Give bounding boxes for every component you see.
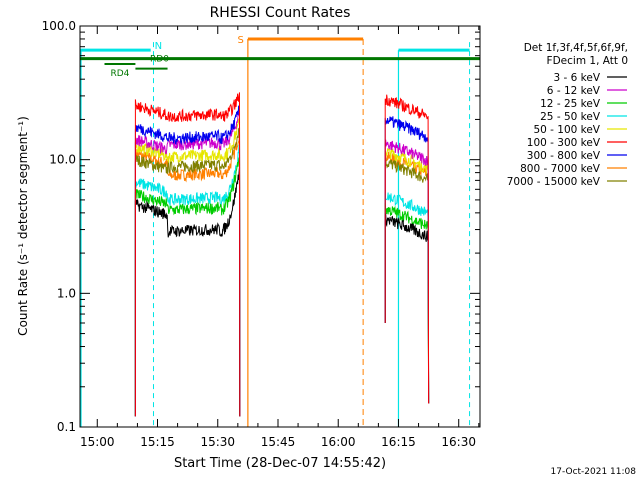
x-tick-label: 15:15 <box>140 435 175 449</box>
series-segment-2 <box>384 150 430 404</box>
series-segment-2 <box>384 213 430 404</box>
legend-entry-label: 7000 - 15000 keV <box>507 176 601 188</box>
legend: Det 1f,3f,4f,5f,6f,9f,FDecim 1, Att 0 3 -… <box>507 42 628 188</box>
x-tick-label: 15:45 <box>261 435 296 449</box>
y-tick-label: 10.0 <box>49 153 76 167</box>
legend-entry-label: 12 - 25 keV <box>540 98 601 110</box>
y-axis-label: Count Rate (s⁻¹ detector segment⁻¹) <box>16 116 30 336</box>
rd0-label: RD0 <box>150 55 169 65</box>
series-6-12-keV-line <box>134 109 430 417</box>
series-segment-2 <box>384 192 430 404</box>
series-3-6-keV-line <box>134 166 430 417</box>
series-300-800-keV-line <box>134 105 430 417</box>
series-segment-2 <box>384 158 430 404</box>
legend-header-line: Det 1f,3f,4f,5f,6f,9f, <box>524 42 628 54</box>
series-segment-1 <box>134 143 241 417</box>
x-tick-label: 16:00 <box>321 435 356 449</box>
x-tick-label: 16:15 <box>381 435 416 449</box>
series-segment-2 <box>384 116 430 404</box>
series-segment-2 <box>384 139 430 404</box>
night-label: N <box>155 41 162 52</box>
saa-label: S <box>238 35 244 46</box>
rd4-label: RD4 <box>110 69 129 79</box>
plot-layer: N S RD0 RD4 <box>80 35 480 427</box>
legend-entry-label: 3 - 6 keV <box>553 72 600 84</box>
series-segment-2 <box>384 147 430 404</box>
series-segment-1 <box>134 157 241 417</box>
legend-entry-label: 300 - 800 keV <box>527 150 601 162</box>
series-segment-1 <box>134 92 241 417</box>
series-12-25-keV-line <box>134 157 430 417</box>
chart-title: RHESSI Count Rates <box>210 5 351 21</box>
legend-entry-label: 6 - 12 keV <box>547 85 601 97</box>
x-tick-label: 15:30 <box>200 435 235 449</box>
legend-entry-label: 50 - 100 keV <box>533 124 600 136</box>
x-axis-label: Start Time (28-Dec-07 14:55:42) <box>174 456 386 471</box>
legend-entry-label: 100 - 300 keV <box>527 137 601 149</box>
axis-layer: 0.1 1.0 10.0 100.0 15:00 15:15 15:30 15:45 16:00… <box>42 19 480 449</box>
x-tick-label: 16:30 <box>441 435 476 449</box>
series-7000-15000-keV-line <box>134 127 430 417</box>
series-segment-1 <box>134 105 241 417</box>
x-tick-label: 15:00 <box>80 435 115 449</box>
y-tick-label: 1.0 <box>57 286 76 300</box>
legend-entry-label: 800 - 7000 keV <box>520 163 601 175</box>
y-tick-label: 0.1 <box>57 420 76 434</box>
legend-header-line: FDecim 1, Att 0 <box>547 55 628 67</box>
series-segment-1 <box>134 130 241 417</box>
series-segment-1 <box>134 166 241 417</box>
y-tick-label: 100.0 <box>42 19 76 33</box>
timestamp: 17-Oct-2021 11:08 <box>551 467 637 477</box>
series-segment-2 <box>384 203 430 404</box>
series-segment-2 <box>384 94 430 404</box>
series-segment-1 <box>134 127 241 417</box>
series-800-7000-keV-line <box>134 130 430 417</box>
series-25-50-keV-line <box>134 143 430 417</box>
legend-entry-label: 25 - 50 keV <box>540 111 601 123</box>
plot-frame <box>79 25 481 428</box>
series-100-300-keV-line <box>134 92 430 417</box>
